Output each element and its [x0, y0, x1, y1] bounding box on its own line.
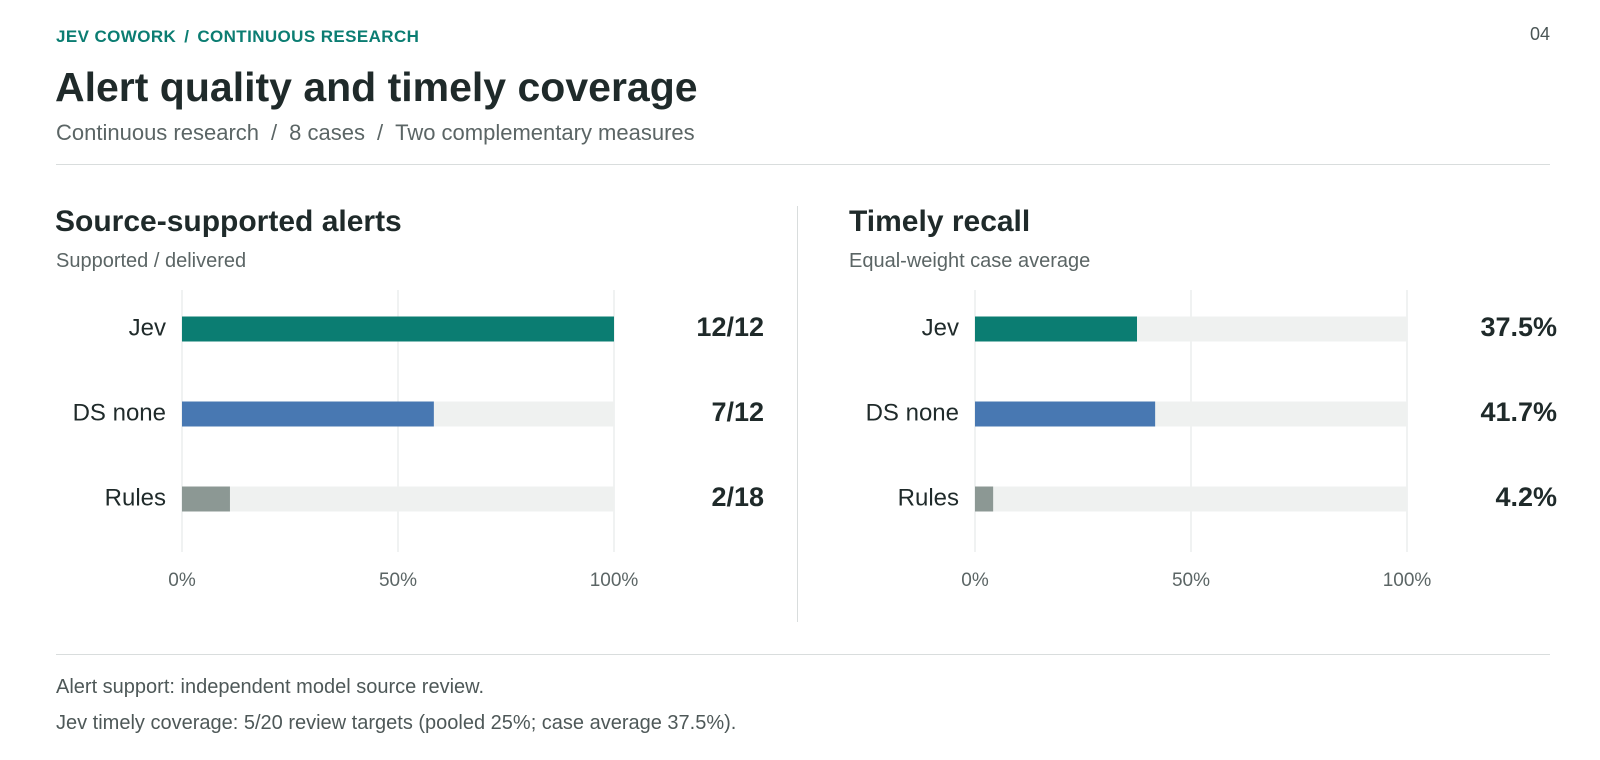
bar-rules: [975, 486, 994, 512]
panel-title-alerts: Source-supported alerts: [55, 205, 402, 238]
page-title: Alert quality and timely coverage: [55, 64, 698, 110]
footer-divider: [56, 654, 1550, 655]
value-label-jev: 12/12: [696, 312, 764, 342]
subtitle-cases: 8 cases: [289, 120, 365, 145]
footnote-timely-coverage: Jev timely coverage: 5/20 review targets…: [56, 712, 737, 734]
x-tick-label: 100%: [590, 570, 639, 591]
bar-ds-none: [182, 401, 434, 427]
category-label-rules: Rules: [898, 484, 959, 511]
subtitle-separator: /: [271, 120, 278, 145]
value-label-rules: 4.2%: [1495, 482, 1557, 512]
category-label-jev: Jev: [922, 314, 959, 341]
breadcrumb-org[interactable]: JEV COWORK: [56, 27, 177, 46]
page-number: 04: [1529, 24, 1550, 44]
recall-bar-chart: Jev 37.5% DS none 41.7% Rules 4.2% 0% 50% 100%: [866, 290, 1557, 591]
value-label-jev: 37.5%: [1480, 312, 1557, 342]
page-subtitle: Continuous research / 8 cases / Two compleme…: [56, 120, 695, 146]
x-tick-label: 0%: [168, 570, 196, 591]
category-label-rules: Rules: [105, 484, 166, 511]
breadcrumb-separator: /: [184, 27, 190, 46]
breadcrumb-section[interactable]: CONTINUOUS RESEARCH: [197, 27, 420, 46]
bar-ds-none: [975, 401, 1156, 427]
subtitle-measures: Two complementary measures: [395, 120, 695, 145]
subtitle-research: Continuous research: [56, 120, 260, 145]
value-label-ds-none: 41.7%: [1480, 397, 1557, 427]
x-tick-label: 0%: [961, 570, 989, 591]
category-label-jev: Jev: [129, 314, 166, 341]
category-label-ds-none: DS none: [866, 399, 959, 426]
value-label-rules: 2/18: [711, 482, 764, 512]
header-divider: [56, 164, 1550, 165]
x-tick-label: 50%: [379, 570, 417, 591]
x-tick-label: 100%: [1383, 570, 1432, 591]
panel-subtitle-alerts: Supported / delivered: [56, 250, 247, 272]
bar-track-rules: [975, 486, 1407, 512]
panel-subtitle-recall: Equal-weight case average: [849, 250, 1091, 272]
alerts-bar-chart: Jev 12/12 DS none 7/12 Rules 2/18 0% 50% 100%: [73, 290, 764, 591]
footnote-alert-support: Alert support: independent model source …: [56, 676, 485, 698]
x-tick-label: 50%: [1172, 570, 1210, 591]
subtitle-separator: /: [376, 120, 384, 145]
bar-rules: [182, 486, 230, 512]
panel-divider: [797, 206, 798, 622]
breadcrumb: JEV COWORK / CONTINUOUS RESEARCH: [56, 27, 419, 47]
bar-track-rules: [182, 486, 614, 512]
category-label-ds-none: DS none: [73, 399, 166, 426]
panel-title-recall: Timely recall: [849, 205, 1031, 238]
bar-jev: [975, 316, 1137, 342]
value-label-ds-none: 7/12: [711, 397, 764, 427]
bar-jev: [182, 316, 614, 342]
